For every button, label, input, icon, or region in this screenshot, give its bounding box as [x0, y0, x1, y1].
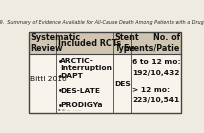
Text: •: •	[58, 88, 62, 93]
Text: •: •	[58, 58, 62, 64]
Text: Bittl 2016: Bittl 2016	[30, 76, 67, 82]
Text: > 12 mo:: > 12 mo:	[132, 87, 171, 93]
Text: 223/10,541: 223/10,541	[132, 97, 180, 103]
Text: a = ...  . .. ..: a = ... . .. ..	[58, 108, 81, 112]
Text: PRODIGYa: PRODIGYa	[60, 102, 102, 108]
Text: ARCTIC-: ARCTIC-	[60, 58, 94, 64]
Text: Stent
Type: Stent Type	[114, 33, 139, 53]
Bar	[29, 54, 181, 113]
Text: 6 to 12 mo:: 6 to 12 mo:	[132, 59, 181, 65]
Text: DES-LATE: DES-LATE	[60, 88, 100, 93]
Text: •: •	[58, 102, 62, 108]
Bar	[29, 32, 181, 54]
Text: Included RCTs: Included RCTs	[58, 39, 121, 48]
Text: •: •	[58, 73, 62, 79]
Text: Systematic
Review: Systematic Review	[30, 33, 80, 53]
Text: DES: DES	[114, 81, 131, 87]
Text: Table 69.  Summary of Evidence Available for All-Cause Death Among Patients with: Table 69. Summary of Evidence Available …	[0, 20, 204, 25]
Bar	[29, 32, 181, 113]
Text: DAPT: DAPT	[60, 73, 83, 79]
Text: 192/10,432: 192/10,432	[132, 70, 180, 76]
Text: Interruption: Interruption	[60, 65, 112, 71]
Text: No. of
Events/Patie: No. of Events/Patie	[124, 33, 180, 53]
